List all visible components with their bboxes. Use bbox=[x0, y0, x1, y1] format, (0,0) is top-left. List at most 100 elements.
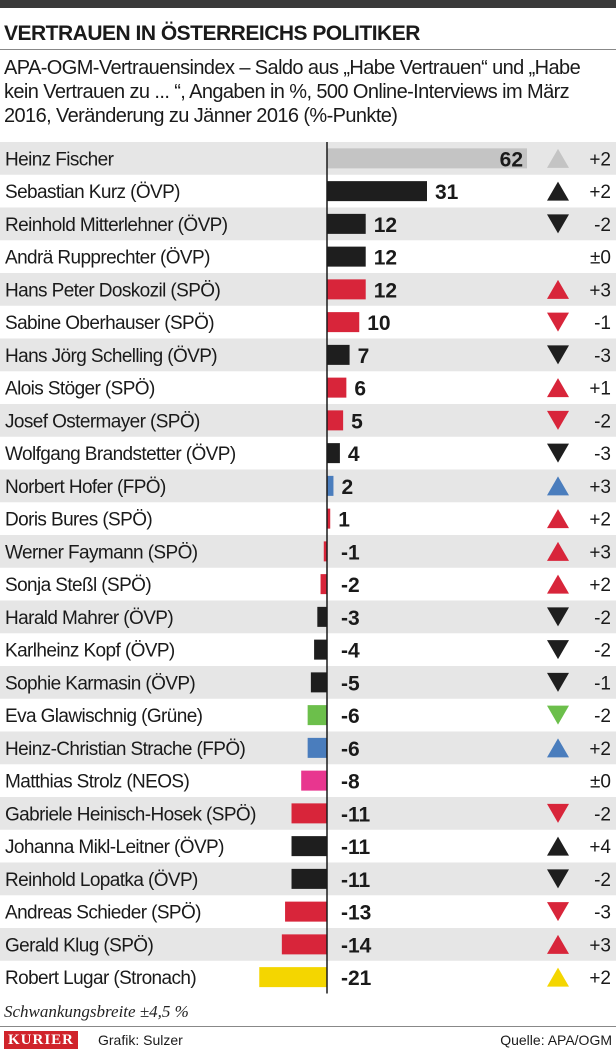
bar bbox=[291, 836, 327, 857]
change-label: -1 bbox=[594, 673, 611, 694]
arrow-down-icon bbox=[547, 640, 569, 660]
arrow-up-icon bbox=[547, 541, 569, 561]
value-label: -5 bbox=[341, 672, 360, 695]
arrow-down-icon bbox=[547, 345, 569, 365]
chart-subtitle: APA-OGM-Vertrauensindex – Saldo aus „Hab… bbox=[4, 57, 581, 127]
change-label: +1 bbox=[589, 379, 611, 400]
change-label: +3 bbox=[589, 477, 611, 498]
value-label: -21 bbox=[341, 967, 372, 990]
row-stripe bbox=[0, 207, 616, 241]
value-label: -6 bbox=[341, 705, 360, 728]
value-label: 7 bbox=[358, 345, 370, 368]
value-label: -8 bbox=[341, 771, 360, 794]
arrow-down-icon bbox=[547, 869, 569, 889]
arrow-up-icon bbox=[547, 967, 569, 987]
politician-label: Sebastian Kurz (ÖVP) bbox=[5, 182, 180, 203]
politician-label: Heinz Fischer bbox=[5, 149, 115, 170]
bar bbox=[285, 901, 327, 922]
value-label: -14 bbox=[341, 934, 372, 957]
value-label: -13 bbox=[341, 902, 371, 925]
politician-label: Reinhold Lopatka (ÖVP) bbox=[5, 870, 198, 891]
bar bbox=[314, 639, 327, 660]
source-label: Quelle: APA/OGM bbox=[500, 1032, 612, 1048]
bar bbox=[327, 213, 366, 234]
arrow-down-icon bbox=[547, 672, 569, 692]
politician-label: Harald Mahrer (ÖVP) bbox=[5, 608, 173, 629]
change-label: -2 bbox=[594, 804, 611, 825]
bar bbox=[327, 344, 350, 365]
change-label: ±0 bbox=[590, 772, 611, 793]
change-label: +2 bbox=[589, 575, 611, 596]
value-label: 10 bbox=[367, 312, 390, 335]
arrow-up-icon bbox=[547, 279, 569, 299]
change-label: -3 bbox=[594, 346, 611, 367]
politician-label: Andrä Rupprechter (ÖVP) bbox=[5, 248, 210, 269]
politician-label: Werner Faymann (SPÖ) bbox=[5, 542, 198, 563]
bar bbox=[317, 606, 327, 627]
bar bbox=[327, 279, 366, 300]
politician-label: Sophie Karmasin (ÖVP) bbox=[5, 673, 195, 694]
change-label: +2 bbox=[589, 739, 611, 760]
politician-label: Johanna Mikl-Leitner (ÖVP) bbox=[5, 837, 224, 858]
politician-label: Norbert Hofer (FPÖ) bbox=[5, 477, 166, 498]
change-label: -2 bbox=[594, 641, 611, 662]
politician-label: Doris Bures (SPÖ) bbox=[5, 510, 152, 531]
change-label: +3 bbox=[589, 280, 611, 301]
change-label: -3 bbox=[594, 444, 611, 465]
politician-label: Hans Peter Doskozil (SPÖ) bbox=[5, 280, 220, 301]
arrow-up-icon bbox=[547, 181, 569, 201]
politician-label: Andreas Schieder (SPÖ) bbox=[5, 903, 201, 924]
politician-label: Wolfgang Brandstetter (ÖVP) bbox=[5, 444, 236, 465]
arrow-up-icon bbox=[547, 509, 569, 529]
change-label: +2 bbox=[589, 510, 611, 531]
value-label: 62 bbox=[500, 148, 523, 171]
row-stripe bbox=[0, 600, 616, 634]
value-label: 1 bbox=[338, 509, 350, 532]
value-label: -2 bbox=[341, 574, 360, 597]
change-label: -3 bbox=[594, 903, 611, 924]
bar bbox=[259, 967, 327, 988]
value-label: 12 bbox=[374, 247, 397, 270]
arrow-down-icon bbox=[547, 410, 569, 430]
bar bbox=[307, 705, 327, 726]
politician-label: Karlheinz Kopf (ÖVP) bbox=[5, 641, 175, 662]
politician-label: Josef Ostermayer (SPÖ) bbox=[5, 411, 200, 432]
politician-label: Alois Stöger (SPÖ) bbox=[5, 379, 155, 400]
row-stripe bbox=[0, 273, 616, 306]
politician-label: Hans Jörg Schelling (ÖVP) bbox=[5, 346, 217, 367]
bar bbox=[291, 803, 327, 824]
bar bbox=[327, 377, 347, 398]
arrow-up-icon bbox=[547, 148, 569, 168]
change-label: -1 bbox=[594, 313, 611, 334]
politician-label: Reinhold Mitterlehner (ÖVP) bbox=[5, 215, 228, 236]
change-label: +2 bbox=[589, 149, 611, 170]
arrow-down-icon bbox=[547, 705, 569, 725]
politician-label: Eva Glawischnig (Grüne) bbox=[5, 706, 203, 727]
politician-label: Heinz-Christian Strache (FPÖ) bbox=[5, 739, 245, 760]
arrow-up-icon bbox=[547, 934, 569, 954]
arrow-down-icon bbox=[547, 902, 569, 922]
value-label: 5 bbox=[351, 410, 363, 433]
change-label: ±0 bbox=[590, 248, 611, 269]
change-label: +2 bbox=[589, 182, 611, 203]
change-label: -2 bbox=[594, 706, 611, 727]
top-bar bbox=[0, 0, 616, 8]
politician-label: Robert Lugar (Stronach) bbox=[5, 968, 196, 989]
bar bbox=[281, 934, 327, 955]
change-label: -2 bbox=[594, 608, 611, 629]
row-stripe bbox=[0, 535, 616, 568]
value-label: -11 bbox=[341, 869, 371, 892]
bar bbox=[327, 181, 427, 202]
bar bbox=[327, 312, 360, 333]
bar bbox=[291, 868, 327, 889]
arrow-up-icon bbox=[547, 836, 569, 856]
arrow-up-icon bbox=[547, 378, 569, 398]
value-label: 4 bbox=[348, 443, 360, 466]
title-divider bbox=[0, 49, 616, 50]
bar bbox=[327, 410, 344, 431]
row-stripe bbox=[0, 338, 616, 372]
margin-of-error-note: Schwankungsbreite ±4,5 % bbox=[4, 1002, 189, 1021]
arrow-down-icon bbox=[547, 312, 569, 332]
arrow-up-icon bbox=[547, 476, 569, 496]
